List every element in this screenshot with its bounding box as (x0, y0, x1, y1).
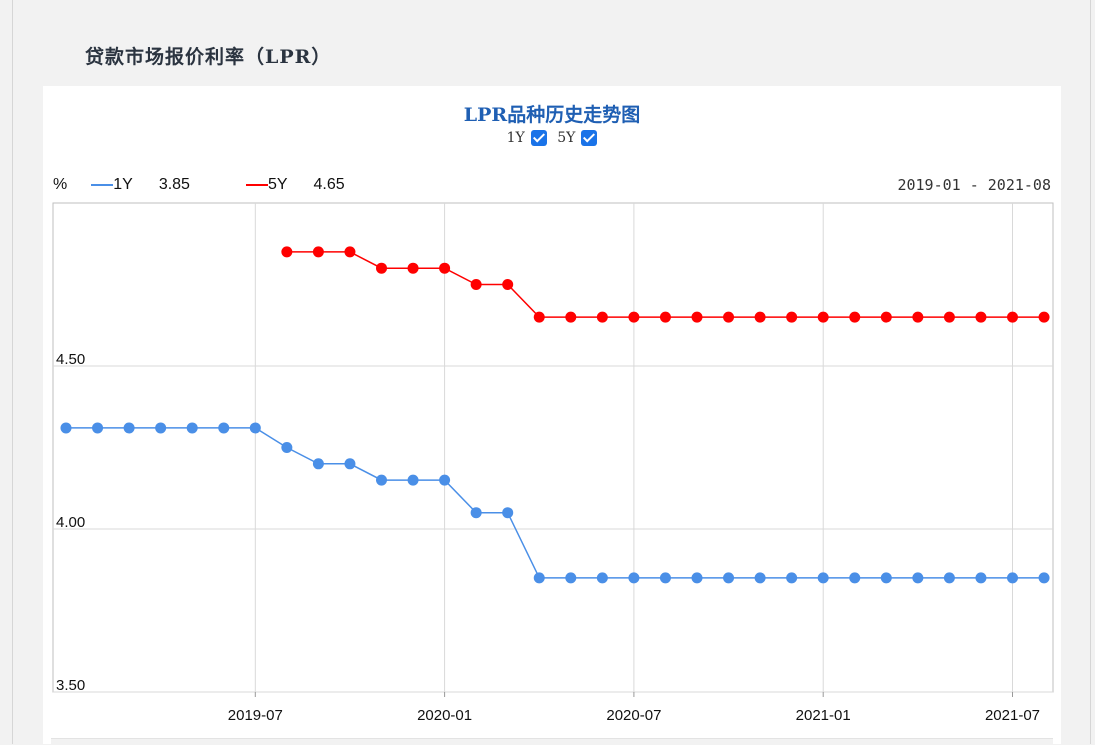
plot-area (52, 202, 1054, 693)
data-point-5y (407, 262, 419, 274)
data-point-1y (1007, 572, 1018, 584)
data-point-5y (376, 262, 387, 274)
data-point-5y (1038, 311, 1050, 323)
data-point-1y (249, 422, 261, 434)
data-point-5y (565, 311, 577, 323)
y-tick-label: 4.50 (56, 351, 85, 368)
data-point-1y (92, 422, 104, 434)
data-point-1y (659, 572, 671, 584)
data-point-1y (218, 422, 230, 434)
data-point-5y (596, 311, 608, 323)
series-line-1y (66, 427, 1045, 579)
toggle-1y[interactable]: 1Y (507, 130, 547, 146)
data-point-1y (849, 572, 861, 584)
data-point-1y (912, 572, 924, 584)
data-point-1y (975, 572, 987, 584)
toggle-1y-label: 1Y (506, 130, 525, 146)
data-point-1y (439, 474, 451, 486)
data-point-5y (817, 311, 829, 323)
chart-legend: % 1Y 3.85 5Y 4.65 (53, 176, 401, 194)
data-point-1y (312, 458, 324, 470)
checkbox-5y[interactable] (581, 130, 598, 146)
data-point-1y (281, 442, 293, 453)
lpr-line-chart: 3.50 4.00 4.50 2019-07 2020-01 2020-07 2021-01… (52, 202, 1054, 724)
legend-item-5y: 5Y 4.65 (245, 176, 345, 194)
data-point-1y (691, 572, 703, 584)
series-line-5y (286, 251, 1045, 318)
data-point-5y (533, 311, 545, 323)
data-point-5y (628, 311, 640, 323)
series-toggles: 1Y 5Y (43, 130, 1061, 146)
legend-item-1y: 1Y 3.85 (91, 176, 190, 194)
data-point-5y (849, 311, 861, 323)
data-point-1y (123, 422, 135, 434)
data-point-1y (565, 572, 577, 584)
data-point-1y (533, 572, 545, 584)
data-point-5y (281, 246, 293, 258)
data-point-5y (502, 279, 514, 290)
data-point-5y (439, 262, 451, 274)
x-tick-label: 2021-01 (796, 707, 851, 724)
data-point-1y (344, 458, 356, 470)
section-title: 贷款市场报价利率（LPR） (85, 46, 332, 68)
legend-value-5y: 4.65 (313, 176, 345, 193)
data-point-5y (975, 311, 987, 323)
date-range: 2019-01 - 2021-08 (897, 176, 1051, 194)
data-point-5y (880, 311, 892, 323)
data-point-1y (407, 474, 419, 486)
data-point-1y (470, 507, 482, 519)
data-point-5y (912, 311, 924, 323)
legend-name-5y: 5Y (267, 176, 288, 193)
legend-swatch-1y (91, 184, 114, 186)
data-point-5y (1007, 311, 1018, 323)
y-tick-label: 3.50 (56, 677, 85, 694)
data-point-5y (312, 246, 324, 258)
data-point-1y (754, 572, 766, 584)
x-tick-label: 2019-07 (228, 707, 283, 724)
data-point-5y (754, 311, 766, 323)
y-tick-label: 4.00 (56, 514, 85, 531)
data-point-1y (155, 422, 167, 434)
data-point-1y (880, 572, 892, 584)
toggle-5y[interactable]: 5Y (557, 130, 598, 146)
data-point-1y (628, 572, 640, 584)
checkbox-1y[interactable] (530, 130, 547, 146)
bottom-divider (51, 738, 1053, 745)
data-point-5y (943, 311, 955, 323)
data-point-5y (470, 279, 482, 290)
unit-label: % (53, 176, 68, 193)
page: 贷款市场报价利率（LPR） LPR品种历史走势图 1Y 5Y % 1Y 3.85… (12, 0, 1091, 745)
x-tick-label: 2020-01 (417, 707, 472, 724)
x-tick-label: 2021-07 (985, 707, 1040, 724)
data-point-5y (786, 311, 798, 323)
data-point-1y (502, 507, 514, 519)
legend-swatch-5y (245, 184, 268, 186)
data-point-5y (659, 311, 671, 323)
data-point-1y (60, 422, 72, 434)
chart-title: LPR品种历史走势图 (463, 104, 641, 126)
data-point-1y (596, 572, 608, 584)
toggle-5y-label: 5Y (557, 130, 576, 146)
data-point-1y (723, 572, 735, 584)
data-point-5y (723, 311, 735, 323)
legend-name-1y: 1Y (113, 176, 133, 193)
data-point-1y (186, 422, 198, 434)
data-point-5y (691, 311, 703, 323)
x-tick-label: 2020-07 (606, 707, 661, 724)
chart-panel: LPR品种历史走势图 1Y 5Y % 1Y 3.85 5Y 4.65 (43, 86, 1061, 745)
data-point-5y (344, 246, 356, 258)
data-point-1y (817, 572, 829, 584)
data-point-1y (786, 572, 798, 584)
legend-value-1y: 3.85 (158, 176, 190, 193)
data-point-1y (943, 572, 955, 584)
data-point-1y (1038, 572, 1050, 584)
data-point-1y (376, 474, 387, 486)
